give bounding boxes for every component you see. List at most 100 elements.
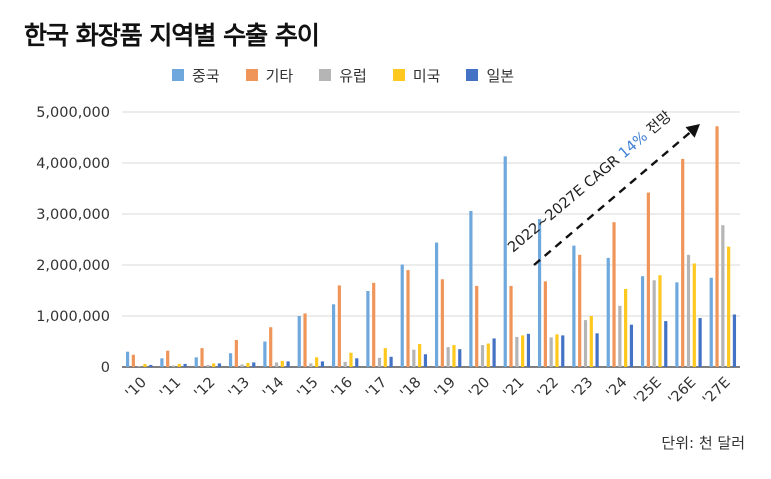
x-tick-label: '12 bbox=[191, 375, 218, 402]
bar bbox=[515, 336, 519, 367]
bar bbox=[492, 338, 496, 367]
bar bbox=[681, 158, 685, 367]
bar bbox=[320, 361, 325, 367]
x-tick-label: '26E bbox=[666, 375, 700, 409]
bar bbox=[709, 277, 713, 367]
bar bbox=[606, 257, 610, 367]
x-tick-label: '10 bbox=[123, 375, 150, 402]
bar bbox=[406, 270, 410, 367]
bar bbox=[480, 345, 485, 367]
unit-note: 단위: 천 달러 bbox=[661, 434, 745, 452]
bar bbox=[125, 351, 130, 367]
cagr-arrow bbox=[533, 131, 691, 266]
bar bbox=[286, 361, 290, 367]
bar bbox=[280, 360, 284, 367]
bar bbox=[686, 254, 691, 367]
legend-label-china: 중국 bbox=[192, 66, 220, 85]
bar bbox=[200, 348, 204, 367]
bar bbox=[297, 316, 301, 367]
bar bbox=[618, 305, 622, 367]
bar bbox=[440, 279, 444, 367]
legend-item-other: 기타 bbox=[245, 64, 293, 86]
bar bbox=[549, 337, 553, 367]
bar bbox=[629, 324, 634, 367]
x-tick-label: '24 bbox=[603, 375, 630, 402]
bar bbox=[595, 333, 599, 367]
legend-item-china: 중국 bbox=[172, 64, 220, 86]
x-tick-label: '21 bbox=[500, 375, 527, 402]
legend-swatch-europe bbox=[319, 69, 332, 81]
x-tick-label: '18 bbox=[397, 375, 424, 402]
bar bbox=[503, 156, 507, 367]
bar bbox=[400, 264, 404, 367]
bar bbox=[160, 358, 164, 367]
legend-swatch-china bbox=[172, 69, 184, 81]
legend-swatch-japan bbox=[466, 69, 479, 81]
bar bbox=[555, 334, 559, 367]
y-tick-label: 1,000,000 bbox=[36, 309, 110, 325]
bar bbox=[194, 357, 198, 367]
bar bbox=[217, 363, 222, 367]
bar bbox=[526, 333, 531, 367]
legend-swatch-usa bbox=[392, 69, 405, 81]
bar bbox=[624, 288, 628, 367]
bar bbox=[240, 364, 244, 367]
bar bbox=[143, 363, 147, 367]
bar bbox=[469, 210, 473, 367]
bar bbox=[177, 363, 181, 367]
y-tick-label: 4,000,000 bbox=[36, 156, 110, 172]
x-tick-label: '27E bbox=[700, 375, 734, 409]
bar bbox=[732, 314, 737, 367]
cagr-annotation: 2022~2027E CAGR 14% 전망 bbox=[505, 108, 700, 266]
x-tick-label: '25E bbox=[631, 375, 665, 409]
x-tick-label: '23 bbox=[569, 375, 596, 402]
bar bbox=[727, 246, 731, 367]
bar bbox=[349, 352, 353, 367]
bar bbox=[252, 362, 256, 367]
bar bbox=[383, 348, 387, 367]
y-tick-label: 5,000,000 bbox=[36, 105, 110, 121]
bar bbox=[543, 281, 547, 367]
bar bbox=[137, 365, 141, 367]
legend-item-japan: 일본 bbox=[466, 64, 514, 86]
bar bbox=[572, 245, 576, 367]
bar bbox=[521, 335, 525, 367]
x-tick-label: '19 bbox=[432, 375, 459, 402]
bar bbox=[389, 356, 393, 367]
x-tick-label: '17 bbox=[363, 375, 390, 402]
y-axis-ticks: 0 1,000,000 2,000,000 3,000,000 4,000,000 5,0… bbox=[36, 105, 110, 376]
grid-layer bbox=[122, 111, 740, 368]
y-tick-label: 3,000,000 bbox=[36, 207, 110, 223]
bar bbox=[537, 219, 542, 367]
bar bbox=[589, 316, 593, 367]
bar bbox=[475, 285, 479, 367]
cagr-arrowhead bbox=[685, 124, 700, 138]
bar bbox=[274, 362, 279, 367]
bar bbox=[664, 321, 668, 367]
x-tick-label: '11 bbox=[157, 375, 184, 402]
bar bbox=[446, 347, 450, 367]
bar bbox=[131, 354, 135, 367]
bar bbox=[578, 254, 582, 367]
bar bbox=[412, 349, 416, 367]
bar bbox=[692, 263, 696, 367]
bar bbox=[166, 350, 170, 367]
x-tick-label: '15 bbox=[294, 375, 321, 402]
bar bbox=[458, 349, 462, 367]
bar bbox=[149, 364, 153, 367]
legend-swatch-other bbox=[245, 69, 258, 81]
y-tick-label: 0 bbox=[101, 360, 110, 376]
bar bbox=[263, 341, 267, 367]
bar bbox=[212, 363, 216, 367]
bar bbox=[658, 275, 662, 367]
bar bbox=[331, 304, 336, 367]
x-axis-ticks: '10 '11 '12 '13 '14 '15 '16 '17 '18 '19 '20 '21 '22 '… bbox=[123, 375, 734, 409]
bar bbox=[646, 192, 650, 367]
bar bbox=[269, 327, 273, 367]
bar bbox=[377, 357, 382, 367]
legend-label-usa: 미국 bbox=[412, 66, 441, 85]
bar bbox=[675, 282, 679, 367]
bar bbox=[303, 313, 307, 367]
bar bbox=[434, 242, 439, 367]
